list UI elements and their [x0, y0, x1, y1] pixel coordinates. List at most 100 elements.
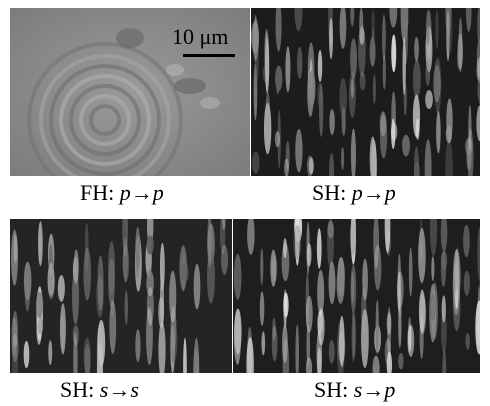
- fringe-spot: [359, 72, 366, 91]
- fringe-spot: [328, 339, 335, 364]
- fringe-spot: [458, 17, 463, 73]
- fringe-spot: [295, 219, 300, 266]
- fringe-spot: [247, 219, 255, 255]
- fringe-spot: [433, 59, 440, 103]
- fringe-spot: [407, 324, 415, 358]
- fringe-spot: [359, 26, 365, 45]
- fringe-spot: [11, 317, 18, 357]
- fringe-spot: [122, 237, 129, 283]
- fringe-spot: [424, 139, 432, 176]
- fringe-spot: [475, 300, 480, 355]
- fringe-pattern-image: [233, 219, 480, 373]
- fringe-spot: [468, 104, 472, 151]
- fringe-spot: [294, 8, 303, 32]
- fringe-spot: [306, 221, 310, 275]
- fringe-spot: [477, 74, 480, 105]
- fringe-spot: [329, 17, 333, 60]
- fringe-spot: [362, 258, 368, 301]
- fringe-spot: [84, 343, 91, 373]
- fringe-pattern-image: [251, 8, 480, 176]
- fringe-spot: [293, 224, 302, 261]
- fringe-spot: [305, 295, 313, 333]
- fringe-spot: [317, 49, 323, 83]
- fringe-spot: [350, 78, 354, 99]
- fringe-spot: [11, 333, 19, 363]
- fringe-spot: [425, 9, 430, 46]
- fringe-spot: [384, 219, 391, 253]
- fringe-spot: [38, 220, 43, 267]
- fringe-spot: [233, 313, 241, 365]
- fringe-spot: [445, 125, 452, 144]
- fringe-spot: [283, 238, 287, 259]
- fringe-spot: [275, 8, 282, 52]
- fringe-spot: [429, 219, 438, 257]
- fringe-spot: [24, 271, 31, 312]
- fringe-spot: [389, 8, 398, 28]
- fringe-spot: [477, 59, 480, 82]
- fringe-spot: [221, 219, 226, 231]
- fringe-spot: [233, 253, 242, 301]
- fringe-spot: [96, 323, 103, 373]
- fringe-spot: [37, 317, 44, 335]
- fringe-spot: [441, 308, 447, 354]
- fringe-spot: [274, 131, 281, 148]
- fringe-spot: [350, 8, 355, 27]
- fringe-spot: [373, 219, 380, 269]
- fringe-spot: [181, 262, 189, 283]
- fringe-spot: [386, 351, 393, 373]
- fringe-spot: [397, 271, 401, 313]
- fringe-spot: [317, 82, 323, 108]
- fringe-spot: [83, 337, 91, 373]
- image-panel-sh-s-s: [10, 219, 232, 373]
- fringe-spot: [414, 36, 419, 62]
- fringe-spot: [193, 263, 201, 310]
- fringe-spot: [329, 108, 335, 136]
- fringe-spot: [440, 219, 448, 252]
- fringe-spot: [413, 146, 420, 176]
- fringe-spot: [339, 77, 347, 119]
- image-panel-sh-p-p: [251, 8, 480, 176]
- scale-bar-label: 10 μm: [172, 24, 229, 49]
- fringe-spot: [221, 244, 229, 275]
- fringe-spot: [466, 138, 472, 171]
- fringe-spot: [349, 219, 356, 256]
- panel-caption-sh-p-p: SH: p→p: [312, 180, 396, 205]
- fringe-spot: [440, 250, 448, 270]
- fringe-spot: [295, 128, 303, 173]
- fringe-spot: [429, 294, 436, 321]
- fringe-spot: [23, 340, 30, 369]
- fringe-spot: [412, 59, 421, 99]
- fringe-spot: [146, 270, 154, 297]
- fringe-spot: [272, 317, 276, 341]
- image-panel-fh-p-p: [10, 8, 250, 176]
- fringe-spot: [339, 8, 347, 49]
- panel-caption-sh-s-p: SH: s→p: [314, 377, 396, 402]
- fringe-spot: [463, 224, 470, 258]
- fringe-spot: [327, 220, 335, 239]
- fringe-spot: [369, 136, 376, 176]
- fringe-spot: [350, 38, 357, 80]
- fringe-spot: [158, 296, 165, 329]
- fringe-spot: [391, 118, 396, 150]
- fringe-spot: [425, 90, 433, 109]
- fringe-spot: [261, 331, 266, 356]
- fringe-spot: [372, 355, 380, 373]
- fringe-spot: [431, 282, 438, 340]
- fringe-spot: [463, 270, 470, 296]
- fringe-spot: [35, 291, 44, 319]
- image-panel-sh-s-p: [233, 219, 480, 373]
- fringe-spot: [433, 65, 441, 103]
- fringe-spot: [398, 301, 402, 349]
- panel-caption-fh-p-p: FH: p→p: [80, 180, 164, 205]
- fringe-spot: [317, 310, 324, 335]
- fringe-spot: [260, 248, 264, 286]
- fringe-spot: [398, 353, 404, 370]
- fringe-spot: [146, 235, 154, 255]
- fringe-spot: [146, 307, 153, 365]
- fringe-spot: [317, 347, 322, 373]
- fringe-spot: [307, 70, 316, 107]
- fringe-spot: [408, 247, 413, 297]
- fringe-spot: [454, 249, 460, 289]
- fringe-spot: [263, 102, 272, 155]
- fringe-spot: [193, 337, 200, 373]
